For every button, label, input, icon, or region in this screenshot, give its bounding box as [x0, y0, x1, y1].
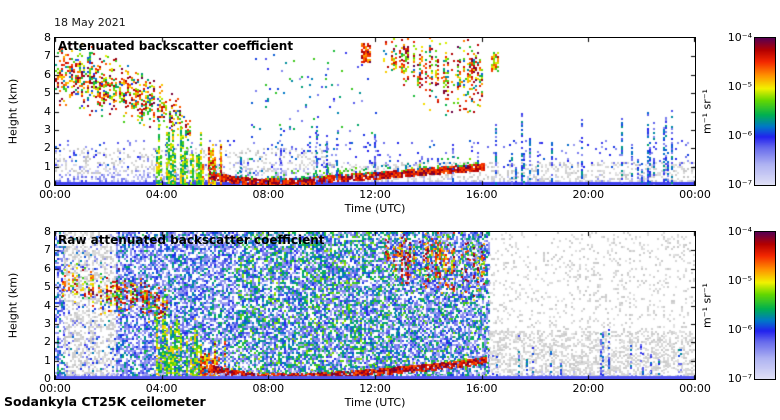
panel-attenuated-backscatter: Attenuated backscatter coefficient Heigh…	[0, 31, 780, 232]
heatmap-canvas-raw	[55, 232, 695, 379]
y-tick-label: 2	[44, 141, 51, 155]
plot-area-raw: Raw attenuated backscatter coefficient	[54, 231, 696, 380]
x-tick-label: 04:00	[145, 188, 178, 201]
y-tick-label: 0	[44, 178, 51, 191]
x-tick-label: 00:00	[679, 188, 711, 201]
y-tick-labels: 0 1 2 3 4 5 6 7 8	[0, 225, 51, 385]
y-tick-label: 7	[44, 49, 51, 63]
colorbar-unit-label: m⁻¹ sr⁻¹	[700, 89, 714, 134]
date-label: 18 May 2021	[54, 16, 126, 29]
x-axis-label: Time (UTC)	[344, 202, 406, 215]
colorbar-tick-labels: 10⁻⁴ 10⁻⁵ 10⁻⁶ 10⁻⁷	[702, 31, 752, 191]
x-tick-label: 20:00	[572, 382, 605, 395]
x-tick-label: 08:00	[252, 188, 285, 201]
y-tick-label: 3	[44, 316, 51, 330]
colorbar-tick-label: 10⁻⁷	[727, 372, 752, 385]
panel-title-attenuated: Attenuated backscatter coefficient	[58, 39, 294, 53]
y-tick-label: 8	[44, 225, 51, 238]
y-tick-label: 3	[44, 122, 51, 136]
y-tick-label: 0	[44, 372, 51, 385]
instrument-label: Sodankyla CT25K ceilometer	[4, 394, 206, 409]
colorbar-tick-labels: 10⁻⁴ 10⁻⁵ 10⁻⁶ 10⁻⁷	[702, 225, 752, 385]
x-tick-label: 00:00	[39, 188, 71, 201]
y-tick-label: 5	[44, 280, 51, 294]
y-tick-label: 1	[44, 353, 51, 367]
x-tick-label: 16:00	[465, 188, 498, 201]
x-tick-label: 00:00	[39, 382, 71, 395]
colorbar-gradient	[755, 38, 775, 185]
colorbar-unit-label: m⁻¹ sr⁻¹	[700, 283, 714, 328]
colorbar-tick-label: 10⁻⁷	[727, 178, 752, 191]
y-tick-label: 2	[44, 335, 51, 349]
y-tick-label: 4	[44, 104, 51, 118]
plot-area-attenuated: Attenuated backscatter coefficient	[54, 37, 696, 186]
colorbar-tick-label: 10⁻⁵	[727, 80, 752, 93]
x-tick-label: 08:00	[252, 382, 285, 395]
y-tick-label: 5	[44, 86, 51, 100]
x-tick-label: 00:00	[679, 382, 711, 395]
colorbar-tick-label: 10⁻⁴	[727, 225, 752, 238]
x-tick-label: 04:00	[145, 382, 178, 395]
x-axis-label: Time (UTC)	[344, 396, 406, 409]
x-tick-label: 16:00	[465, 382, 498, 395]
panel-title-raw: Raw attenuated backscatter coefficient	[58, 233, 325, 247]
x-tick-labels: 00:00 04:00 08:00 12:00 16:00 20:00 00:00	[0, 382, 780, 396]
x-tick-label: 12:00	[359, 188, 391, 201]
colorbar-tick-label: 10⁻⁵	[727, 274, 752, 287]
y-tick-labels: 0 1 2 3 4 5 6 7 8	[0, 31, 51, 191]
colorbar-tick-label: 10⁻⁶	[727, 129, 752, 142]
y-tick-label: 8	[44, 31, 51, 44]
colorbar-gradient	[755, 232, 775, 379]
panel-raw-backscatter: Raw attenuated backscatter coefficient H…	[0, 225, 780, 420]
y-tick-label: 4	[44, 298, 51, 312]
x-tick-label: 20:00	[572, 188, 605, 201]
heatmap-canvas-attenuated	[55, 38, 695, 185]
y-tick-label: 6	[44, 67, 51, 81]
x-tick-labels: 00:00 04:00 08:00 12:00 16:00 20:00 00:00	[0, 188, 780, 202]
y-tick-label: 7	[44, 243, 51, 257]
colorbar-tick-label: 10⁻⁶	[727, 323, 752, 336]
colorbar-tick-label: 10⁻⁴	[727, 31, 752, 44]
x-tick-label: 12:00	[359, 382, 391, 395]
y-tick-label: 6	[44, 261, 51, 275]
colorbar	[754, 231, 776, 380]
y-tick-label: 1	[44, 159, 51, 173]
colorbar	[754, 37, 776, 186]
